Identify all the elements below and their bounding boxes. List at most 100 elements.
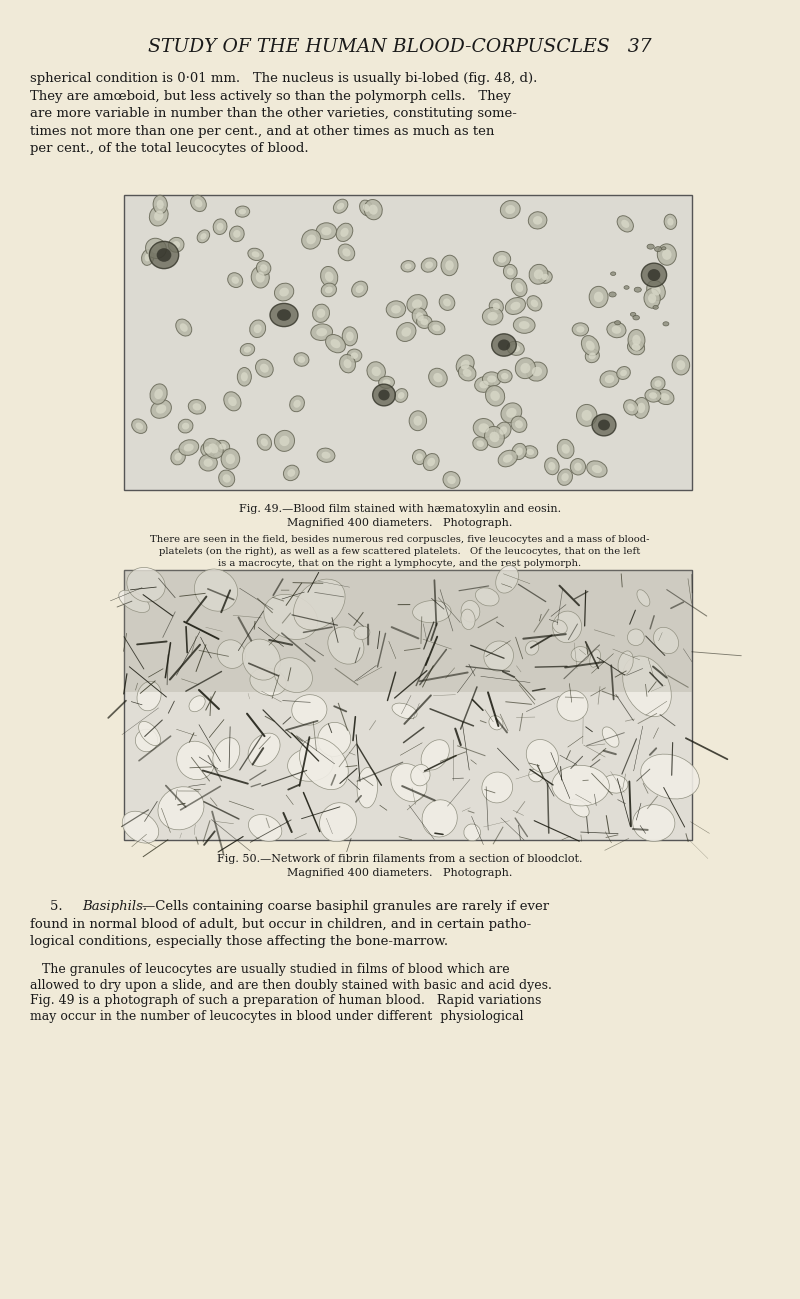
Ellipse shape xyxy=(482,772,513,803)
Ellipse shape xyxy=(287,748,334,781)
Ellipse shape xyxy=(461,609,475,630)
Ellipse shape xyxy=(378,390,390,400)
Ellipse shape xyxy=(244,347,251,353)
Ellipse shape xyxy=(622,656,671,717)
Ellipse shape xyxy=(367,361,386,381)
Ellipse shape xyxy=(648,294,656,304)
Ellipse shape xyxy=(624,286,629,290)
Ellipse shape xyxy=(490,391,500,401)
Text: Basiphils.: Basiphils. xyxy=(82,900,147,913)
Ellipse shape xyxy=(570,799,589,817)
Ellipse shape xyxy=(337,203,344,209)
Ellipse shape xyxy=(622,220,630,227)
Ellipse shape xyxy=(473,436,488,451)
Ellipse shape xyxy=(200,233,206,239)
Ellipse shape xyxy=(311,323,333,340)
Ellipse shape xyxy=(628,330,645,351)
Ellipse shape xyxy=(340,227,349,236)
Ellipse shape xyxy=(499,426,507,435)
Ellipse shape xyxy=(174,453,182,461)
Ellipse shape xyxy=(493,303,500,310)
Ellipse shape xyxy=(443,299,451,307)
Ellipse shape xyxy=(313,304,330,322)
Ellipse shape xyxy=(594,292,603,303)
Ellipse shape xyxy=(250,668,286,695)
Ellipse shape xyxy=(413,449,426,465)
Ellipse shape xyxy=(260,264,267,271)
Ellipse shape xyxy=(429,368,447,387)
Ellipse shape xyxy=(194,569,238,611)
Ellipse shape xyxy=(205,447,212,453)
Ellipse shape xyxy=(477,440,484,447)
Ellipse shape xyxy=(228,273,242,287)
Ellipse shape xyxy=(287,469,295,477)
Ellipse shape xyxy=(464,824,481,840)
Ellipse shape xyxy=(515,357,535,378)
Ellipse shape xyxy=(127,568,166,601)
Ellipse shape xyxy=(325,287,333,294)
Text: Fig. 49 is a photograph of such a preparation of human blood.   Rapid variations: Fig. 49 is a photograph of such a prepar… xyxy=(30,994,542,1007)
Ellipse shape xyxy=(552,765,610,805)
Ellipse shape xyxy=(118,590,150,613)
Ellipse shape xyxy=(646,281,666,300)
Ellipse shape xyxy=(501,373,509,379)
Ellipse shape xyxy=(572,323,589,336)
Ellipse shape xyxy=(397,322,416,342)
Ellipse shape xyxy=(474,377,494,392)
Text: are more variable in number than the other varieties, constituting some-: are more variable in number than the oth… xyxy=(30,107,517,120)
Ellipse shape xyxy=(592,465,602,473)
Ellipse shape xyxy=(322,283,337,296)
Ellipse shape xyxy=(617,366,630,379)
Ellipse shape xyxy=(647,244,654,249)
Ellipse shape xyxy=(434,373,442,382)
Ellipse shape xyxy=(542,274,549,281)
Ellipse shape xyxy=(224,392,241,410)
Ellipse shape xyxy=(371,366,381,377)
Ellipse shape xyxy=(343,359,351,368)
Ellipse shape xyxy=(218,640,246,669)
Ellipse shape xyxy=(529,769,543,782)
Ellipse shape xyxy=(135,422,143,430)
Ellipse shape xyxy=(545,457,559,474)
Ellipse shape xyxy=(634,287,642,292)
Ellipse shape xyxy=(654,247,662,252)
Ellipse shape xyxy=(529,265,548,284)
Ellipse shape xyxy=(150,242,178,269)
Ellipse shape xyxy=(203,438,223,459)
Ellipse shape xyxy=(487,375,497,383)
Text: Magnified 400 diameters.   Photograph.: Magnified 400 diameters. Photograph. xyxy=(287,868,513,878)
Ellipse shape xyxy=(571,647,589,662)
Ellipse shape xyxy=(158,787,204,830)
Ellipse shape xyxy=(274,430,294,451)
Ellipse shape xyxy=(620,370,627,377)
Ellipse shape xyxy=(190,195,206,212)
Ellipse shape xyxy=(336,223,353,242)
Ellipse shape xyxy=(233,230,241,238)
Ellipse shape xyxy=(664,214,677,230)
Ellipse shape xyxy=(586,461,607,477)
Ellipse shape xyxy=(270,304,298,326)
Ellipse shape xyxy=(317,309,326,318)
Ellipse shape xyxy=(321,266,338,287)
Ellipse shape xyxy=(423,453,439,470)
Ellipse shape xyxy=(421,318,428,325)
Ellipse shape xyxy=(558,469,573,486)
Ellipse shape xyxy=(248,248,263,261)
Ellipse shape xyxy=(427,457,435,466)
Ellipse shape xyxy=(135,729,158,752)
Ellipse shape xyxy=(326,335,346,353)
Ellipse shape xyxy=(218,470,234,487)
Ellipse shape xyxy=(530,300,538,307)
Text: Magnified 400 diameters.   Photograph.: Magnified 400 diameters. Photograph. xyxy=(287,518,513,527)
Ellipse shape xyxy=(479,381,489,388)
Ellipse shape xyxy=(274,657,313,692)
Ellipse shape xyxy=(157,248,171,262)
Ellipse shape xyxy=(352,281,368,297)
Ellipse shape xyxy=(150,243,161,253)
Ellipse shape xyxy=(413,600,451,622)
Ellipse shape xyxy=(342,248,350,257)
Text: Fig. 49.—Blood film stained with hæmatoxylin and eosin.: Fig. 49.—Blood film stained with hæmatox… xyxy=(239,504,561,514)
Ellipse shape xyxy=(474,418,494,438)
Ellipse shape xyxy=(489,716,503,730)
Ellipse shape xyxy=(489,299,503,314)
